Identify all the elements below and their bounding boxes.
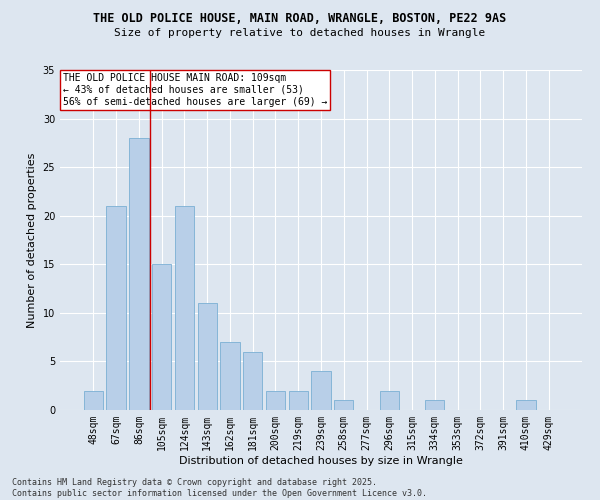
Y-axis label: Number of detached properties: Number of detached properties: [27, 152, 37, 328]
Text: Size of property relative to detached houses in Wrangle: Size of property relative to detached ho…: [115, 28, 485, 38]
Bar: [129, 138, 149, 410]
X-axis label: Distribution of detached houses by size in Wrangle: Distribution of detached houses by size …: [179, 456, 463, 466]
Text: THE OLD POLICE HOUSE, MAIN ROAD, WRANGLE, BOSTON, PE22 9AS: THE OLD POLICE HOUSE, MAIN ROAD, WRANGLE…: [94, 12, 506, 26]
Text: Contains HM Land Registry data © Crown copyright and database right 2025.
Contai: Contains HM Land Registry data © Crown c…: [12, 478, 427, 498]
Bar: [175, 206, 194, 410]
Bar: [220, 342, 239, 410]
Bar: [84, 390, 103, 410]
Bar: [106, 206, 126, 410]
Bar: [152, 264, 172, 410]
Bar: [516, 400, 536, 410]
Bar: [380, 390, 399, 410]
Bar: [197, 303, 217, 410]
Bar: [289, 390, 308, 410]
Bar: [425, 400, 445, 410]
Bar: [266, 390, 285, 410]
Bar: [334, 400, 353, 410]
Bar: [311, 371, 331, 410]
Bar: [243, 352, 262, 410]
Text: THE OLD POLICE HOUSE MAIN ROAD: 109sqm
← 43% of detached houses are smaller (53): THE OLD POLICE HOUSE MAIN ROAD: 109sqm ←…: [62, 74, 327, 106]
